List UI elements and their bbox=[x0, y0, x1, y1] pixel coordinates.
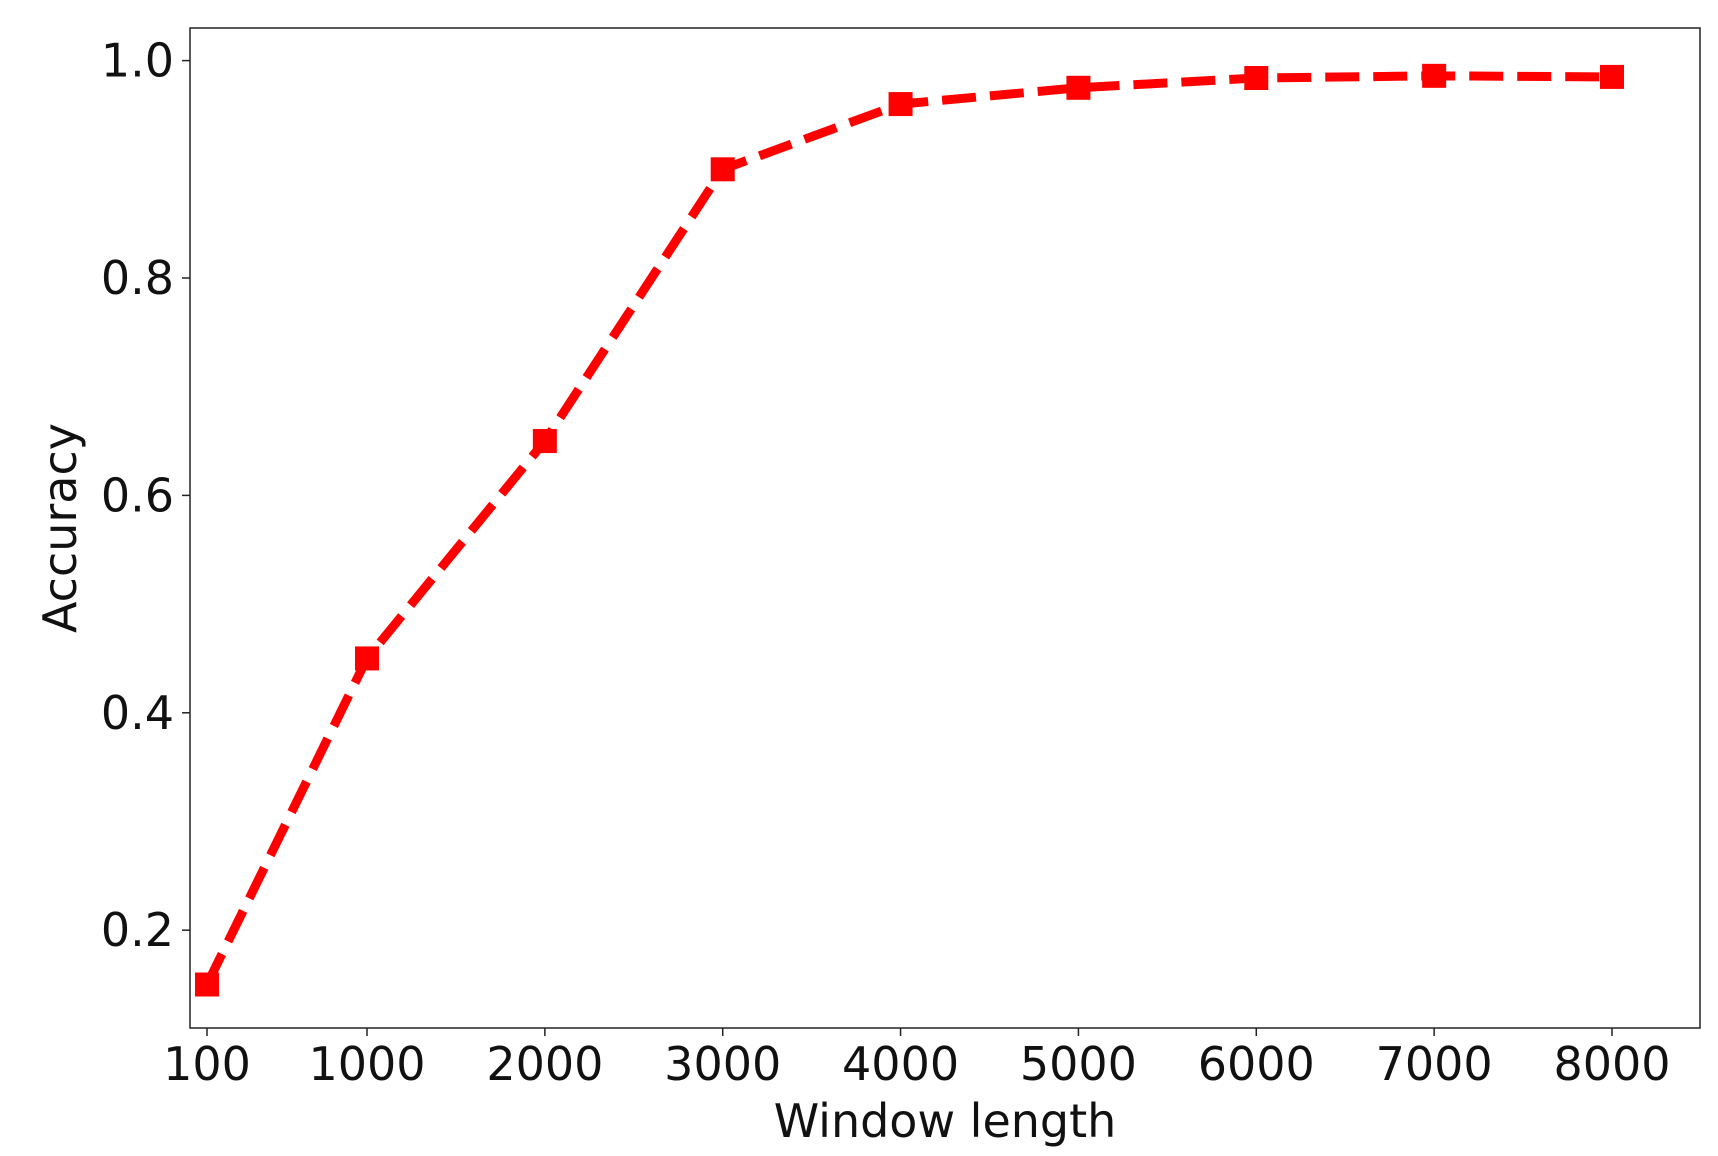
plot-frame bbox=[189, 27, 1701, 1029]
x-axis: 100 1000 2000 3000 4000 5000 6000 7000 8000 bbox=[163, 1028, 1671, 1091]
data-point-marker bbox=[195, 972, 219, 997]
x-tick-label: 6000 bbox=[1198, 1037, 1315, 1091]
x-axis-label: Window length bbox=[774, 1094, 1117, 1148]
data-point-marker bbox=[710, 157, 735, 182]
x-tick-label: 100 bbox=[163, 1037, 251, 1091]
x-tick-label: 3000 bbox=[664, 1037, 781, 1091]
data-point-marker bbox=[532, 429, 557, 454]
x-tick-label: 2000 bbox=[486, 1037, 603, 1091]
x-tick-label: 5000 bbox=[1020, 1037, 1137, 1091]
y-tick-label: 0.4 bbox=[101, 686, 174, 740]
data-point-marker bbox=[1244, 66, 1269, 90]
data-point-marker bbox=[355, 646, 379, 671]
data-point-marker bbox=[1066, 75, 1091, 100]
x-tick-label: 1000 bbox=[308, 1037, 425, 1091]
y-tick-label: 1.0 bbox=[101, 34, 174, 88]
data-point-marker bbox=[888, 92, 913, 117]
data-point-marker bbox=[1600, 64, 1624, 89]
y-tick-label: 0.8 bbox=[101, 251, 174, 305]
y-axis-label: Accuracy bbox=[33, 423, 87, 633]
y-tick-label: 0.2 bbox=[101, 903, 174, 957]
x-tick-label: 4000 bbox=[842, 1037, 959, 1091]
y-axis: 0.2 0.4 0.6 0.8 1.0 bbox=[101, 34, 190, 957]
x-tick-label: 8000 bbox=[1553, 1037, 1670, 1091]
x-tick-label: 7000 bbox=[1376, 1037, 1493, 1091]
series-accuracy bbox=[195, 63, 1624, 997]
y-tick-label: 0.6 bbox=[101, 468, 174, 522]
data-point-marker bbox=[1422, 63, 1447, 88]
